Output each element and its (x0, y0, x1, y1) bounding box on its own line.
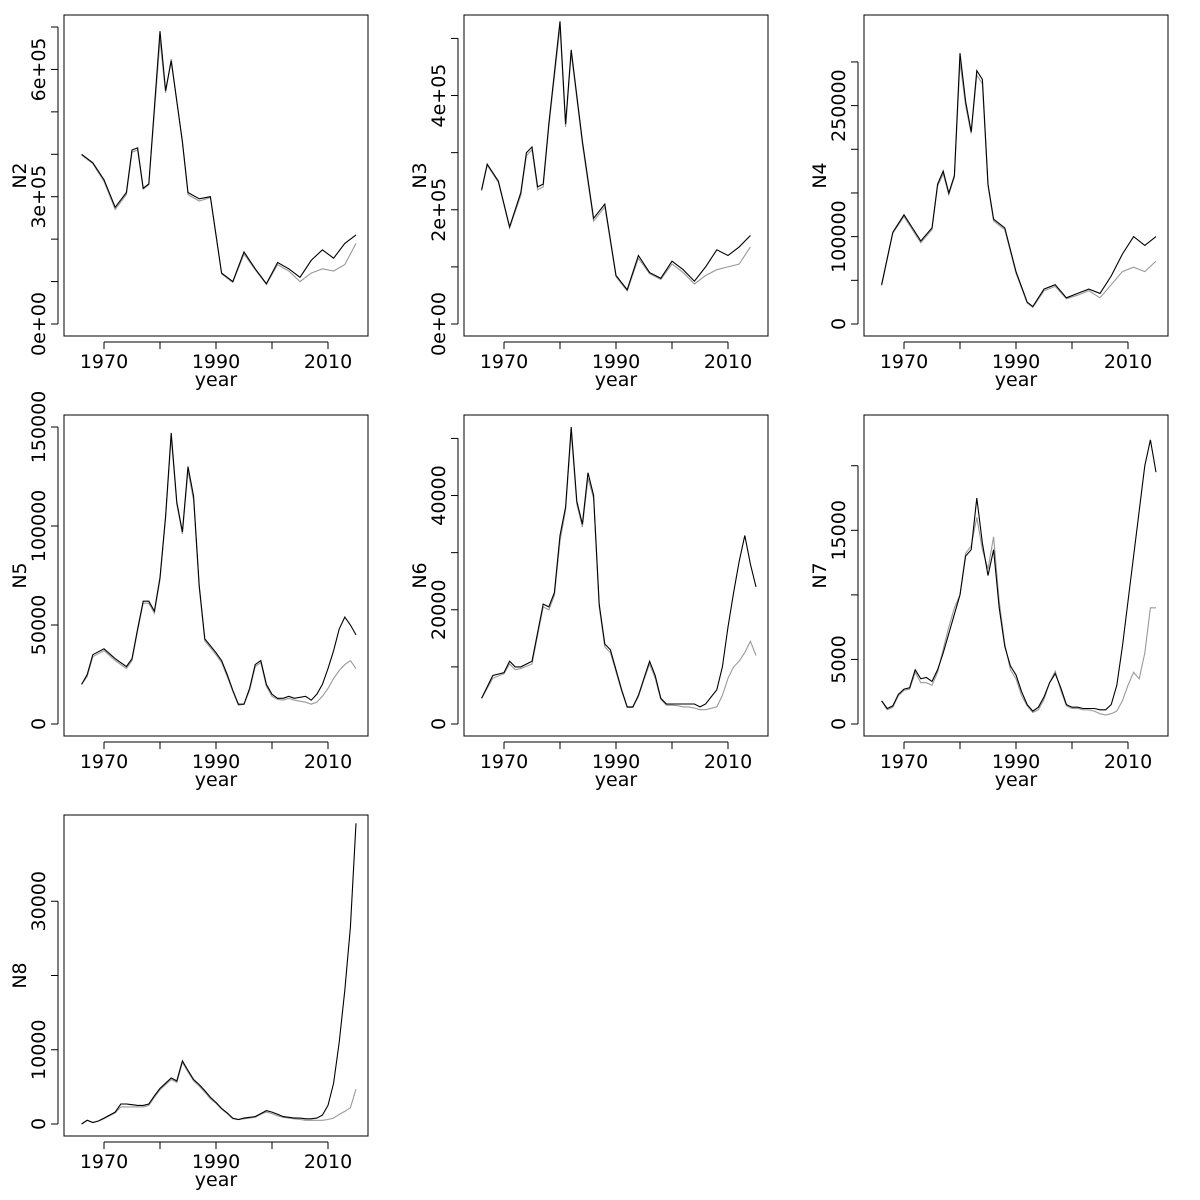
y-axis-label: N8 (9, 962, 31, 988)
x-tick-label: 1970 (880, 751, 928, 773)
y-tick-label: 0e+00 (28, 292, 50, 356)
y-tick-label: 3e+05 (28, 165, 50, 229)
plot-frame (463, 14, 769, 337)
x-tick-label: 1990 (592, 751, 640, 773)
plot-frame (63, 814, 369, 1137)
series-line-0 (81, 432, 357, 705)
x-tick-label: 2010 (1104, 351, 1152, 373)
x-tick-label: 2010 (304, 751, 352, 773)
y-axis-label: N7 (809, 562, 831, 588)
series-line-0 (881, 439, 1157, 712)
x-tick-label: 1970 (880, 351, 928, 373)
x-tick-label: 1970 (480, 751, 528, 773)
x-axis-label: year (995, 369, 1038, 391)
y-tick-label: 250000 (828, 69, 850, 142)
x-axis-label: year (995, 769, 1038, 791)
plot-frame (863, 14, 1169, 337)
y-tick-label: 0 (828, 718, 850, 730)
series-line-0 (81, 823, 357, 1125)
series-line-0 (481, 426, 757, 708)
y-tick-label: 6e+05 (28, 37, 50, 101)
series-line-1 (881, 61, 1157, 309)
panel-n5: 1970 1990 2010 year 0 50000 100000 150000 N5 (9, 391, 369, 791)
y-tick-label: 0 (428, 718, 450, 730)
y-tick-label: 2e+05 (428, 178, 450, 242)
y-tick-label: 0 (28, 1118, 50, 1130)
y-tick-label: 40000 (428, 465, 450, 525)
x-axis-label: year (195, 369, 238, 391)
x-tick-label: 2010 (304, 1151, 352, 1173)
y-tick-label: 100000 (828, 200, 850, 273)
series-line-1 (481, 26, 751, 293)
x-tick-label: 1990 (992, 351, 1040, 373)
y-tick-label: 0e+00 (428, 292, 450, 356)
x-axis-label: year (595, 369, 638, 391)
x-tick-label: 2010 (1104, 751, 1152, 773)
x-axis-label: year (195, 769, 238, 791)
x-tick-label: 1970 (80, 1151, 128, 1173)
x-tick-label: 1970 (480, 351, 528, 373)
series-line-0 (881, 53, 1157, 308)
panel-n3: 1970 1990 2010 year 0e+00 2e+05 4e+05 N3 (409, 14, 769, 391)
panel-n6: 1970 1990 2010 year 0 20000 40000 N6 (409, 414, 769, 791)
x-tick-label: 1970 (80, 351, 128, 373)
y-axis-label: N6 (409, 562, 431, 588)
panel-n4: 1970 1990 2010 year 0 100000 250000 N4 (809, 14, 1169, 391)
panel-n2: 1970 1990 2010 year 0e+00 3e+05 6e+05 N2 (9, 14, 369, 391)
x-tick-label: 2010 (304, 351, 352, 373)
series-line-1 (81, 1061, 357, 1125)
y-tick-label: 30000 (28, 871, 50, 931)
x-tick-label: 1970 (80, 751, 128, 773)
x-tick-label: 1990 (592, 351, 640, 373)
series-line-1 (81, 436, 357, 706)
x-tick-label: 1990 (992, 751, 1040, 773)
y-axis-label: N5 (9, 562, 31, 588)
plot-frame (463, 414, 769, 737)
x-tick-label: 1990 (192, 1151, 240, 1173)
series-line-0 (481, 21, 751, 291)
y-axis-label: N2 (9, 162, 31, 188)
x-axis-label: year (195, 1169, 238, 1191)
y-tick-label: 10000 (28, 1020, 50, 1080)
plot-frame (63, 14, 369, 337)
y-tick-label: 0 (828, 318, 850, 330)
y-tick-label: 15000 (828, 500, 850, 560)
x-axis-label: year (595, 769, 638, 791)
y-tick-label: 50000 (28, 595, 50, 655)
series-line-1 (481, 432, 757, 711)
series-line-0 (81, 31, 357, 285)
y-tick-label: 100000 (28, 490, 50, 563)
series-line-1 (81, 39, 357, 286)
y-tick-label: 5000 (828, 635, 850, 683)
y-tick-label: 20000 (428, 580, 450, 640)
plot-frame (863, 414, 1169, 737)
x-tick-label: 2010 (704, 751, 752, 773)
x-tick-label: 2010 (704, 351, 752, 373)
panel-n8: 1970 1990 2010 year 0 10000 30000 N8 (9, 814, 369, 1191)
y-tick-label: 150000 (28, 391, 50, 464)
y-tick-label: 0 (28, 718, 50, 730)
series-line-1 (881, 517, 1156, 716)
plot-frame (63, 414, 369, 737)
y-axis-label: N3 (409, 162, 431, 188)
y-axis-label: N4 (809, 162, 831, 188)
y-tick-label: 4e+05 (428, 64, 450, 128)
x-tick-label: 1990 (192, 751, 240, 773)
x-tick-label: 1990 (192, 351, 240, 373)
